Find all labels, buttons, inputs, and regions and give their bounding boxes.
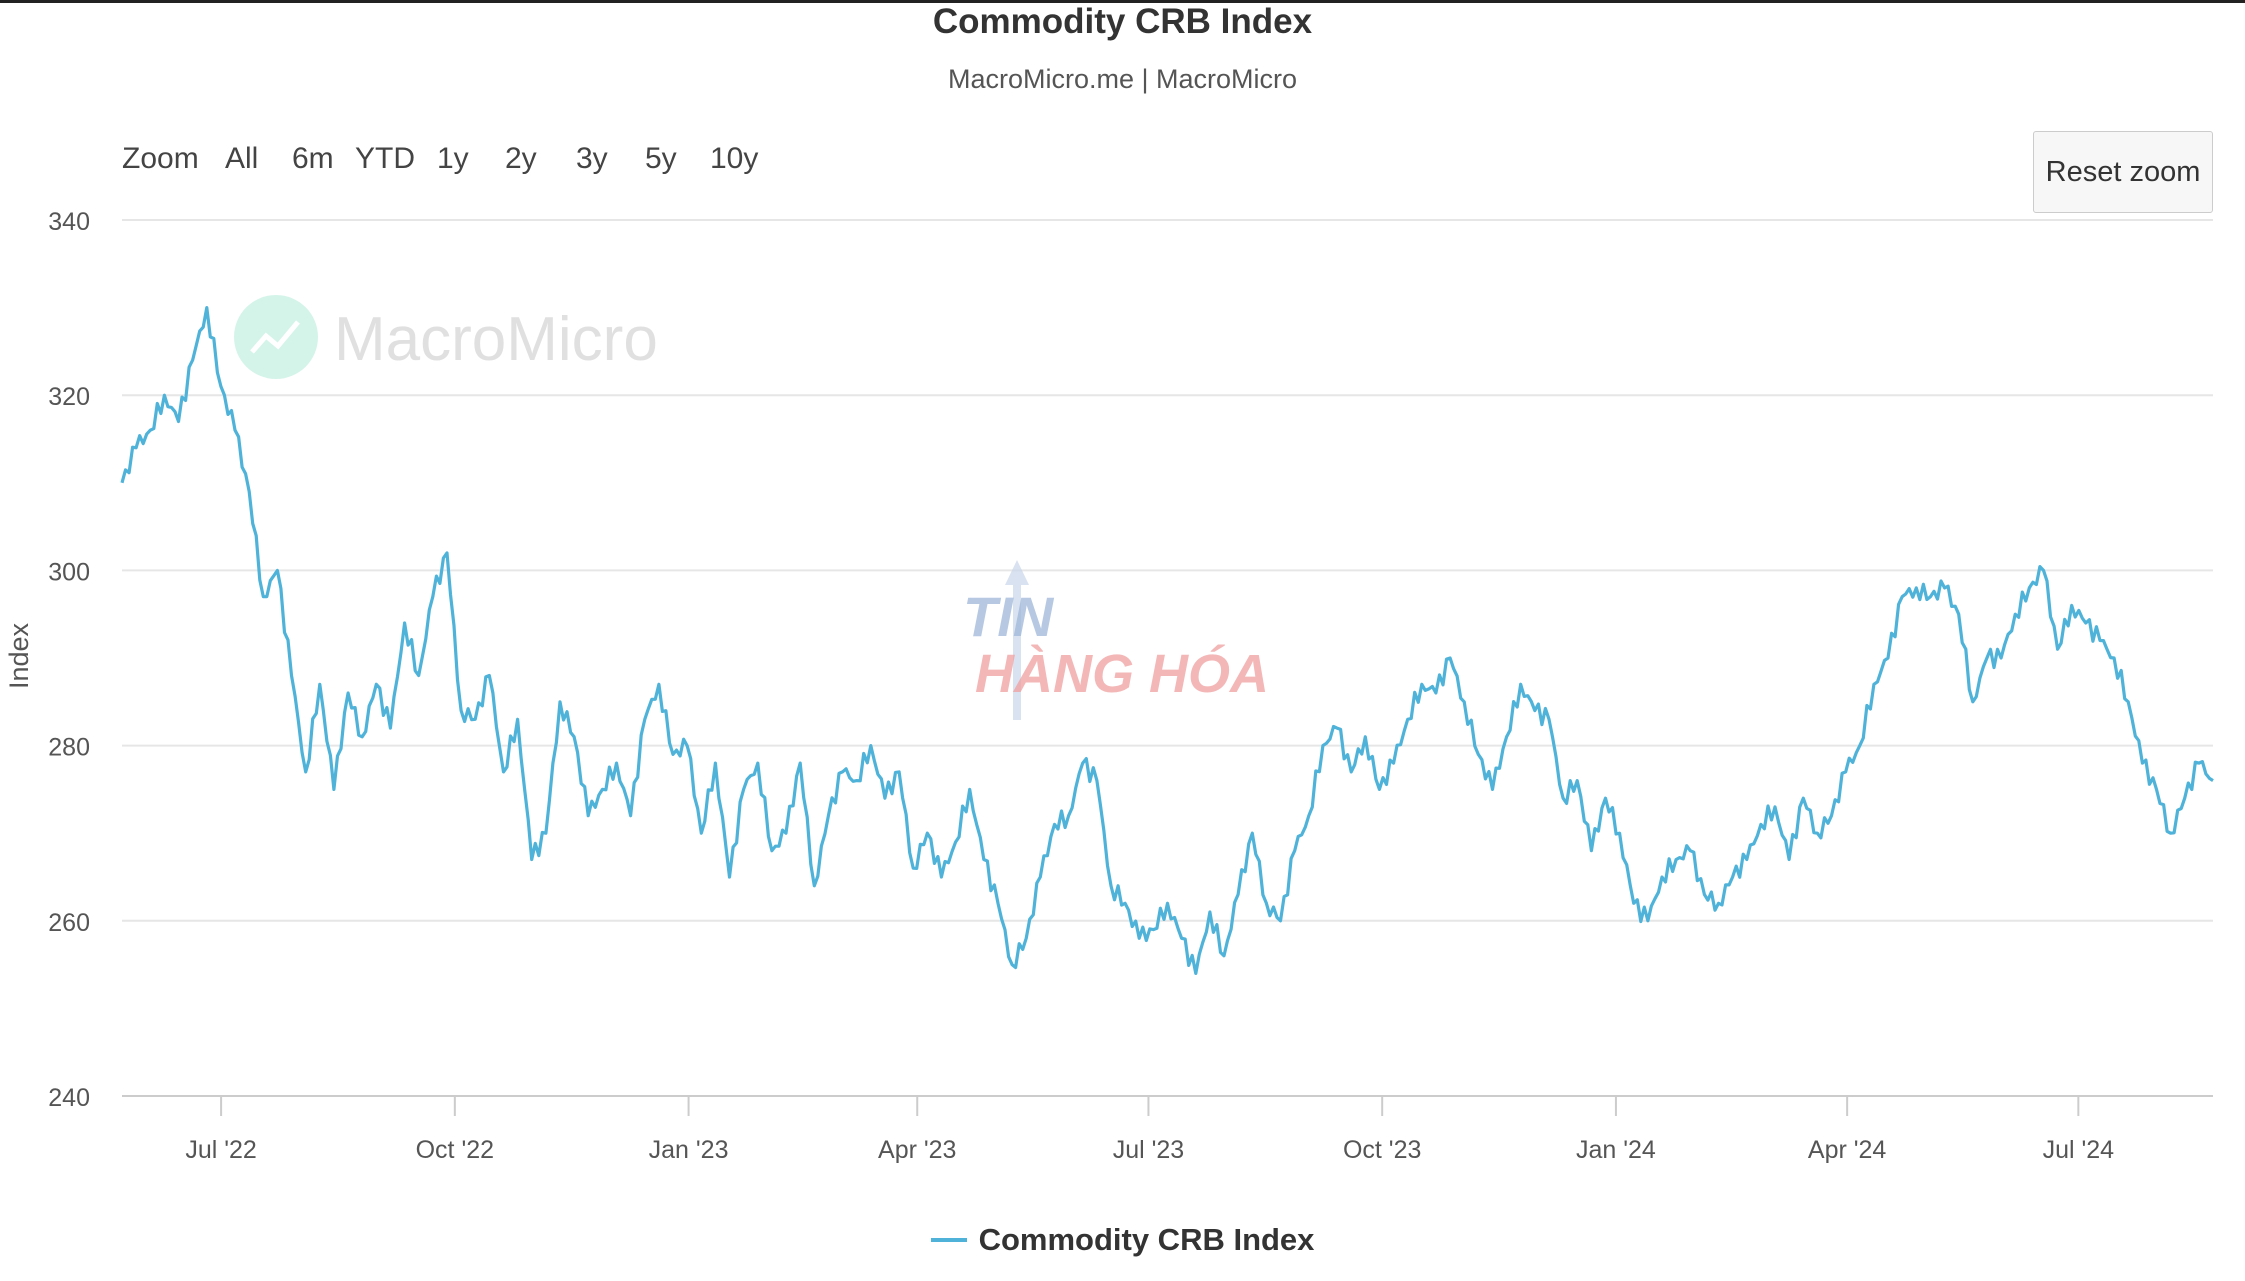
x-tick-label: Jul '23	[1113, 1136, 1184, 1164]
watermark-logo-icon	[234, 295, 318, 379]
x-tick-label: Jul '22	[185, 1136, 256, 1164]
macromicro-watermark: MacroMicro	[234, 295, 658, 379]
x-tick-label: Apr '24	[1808, 1136, 1887, 1164]
y-tick-label: 240	[48, 1084, 90, 1112]
x-tick-label: Jan '23	[649, 1136, 729, 1164]
tin-hang-hoa-logo: TIN HÀNG HÓA	[963, 560, 1269, 720]
y-tick-label: 280	[48, 734, 90, 762]
watermark-text: MacroMicro	[334, 305, 658, 374]
range-button-6m[interactable]: 6m	[292, 142, 334, 175]
range-button-5y[interactable]: 5y	[645, 142, 677, 175]
watermark-logo-trend	[250, 320, 300, 354]
range-button-ytd[interactable]: YTD	[355, 142, 415, 175]
x-tick-label: Oct '22	[416, 1136, 494, 1164]
zoom-label: Zoom	[122, 142, 199, 175]
y-tick-label: 340	[48, 208, 90, 236]
overlay-logo-line-1: TIN	[963, 585, 1055, 648]
range-button-1y[interactable]: 1y	[437, 142, 469, 175]
legend-swatch	[930, 1238, 967, 1242]
range-button-all[interactable]: All	[225, 142, 259, 175]
reset-zoom-button[interactable]: Reset zoom	[2033, 131, 2213, 213]
x-tick-label: Jul '24	[2043, 1136, 2115, 1164]
top-border	[0, 0, 2245, 3]
chart-subtitle: MacroMicro.me | MacroMicro	[947, 64, 1298, 94]
x-tick-label: Apr '23	[878, 1136, 956, 1164]
legend-label: Commodity CRB Index	[978, 1222, 1315, 1257]
x-tick-label: Oct '23	[1343, 1136, 1421, 1164]
range-button-2y[interactable]: 2y	[505, 142, 537, 175]
y-axis-label: Index	[4, 622, 34, 689]
x-tick-label: Jan '24	[1576, 1136, 1656, 1164]
legend[interactable]: Commodity CRB Index	[0, 1222, 2245, 1258]
series-line-commodity-crb-index[interactable]	[120, 306, 2214, 976]
range-button-10y[interactable]: 10y	[710, 142, 759, 175]
y-tick-label: 320	[48, 383, 90, 411]
overlay-logo-line-2: HÀNG HÓA	[975, 644, 1269, 704]
overlay-arrow-icon	[1005, 560, 1029, 720]
y-tick-label: 300	[48, 558, 90, 586]
y-tick-label: 260	[48, 909, 90, 937]
range-button-3y[interactable]: 3y	[576, 142, 608, 175]
chart-title: Commodity CRB Index	[932, 2, 1313, 41]
